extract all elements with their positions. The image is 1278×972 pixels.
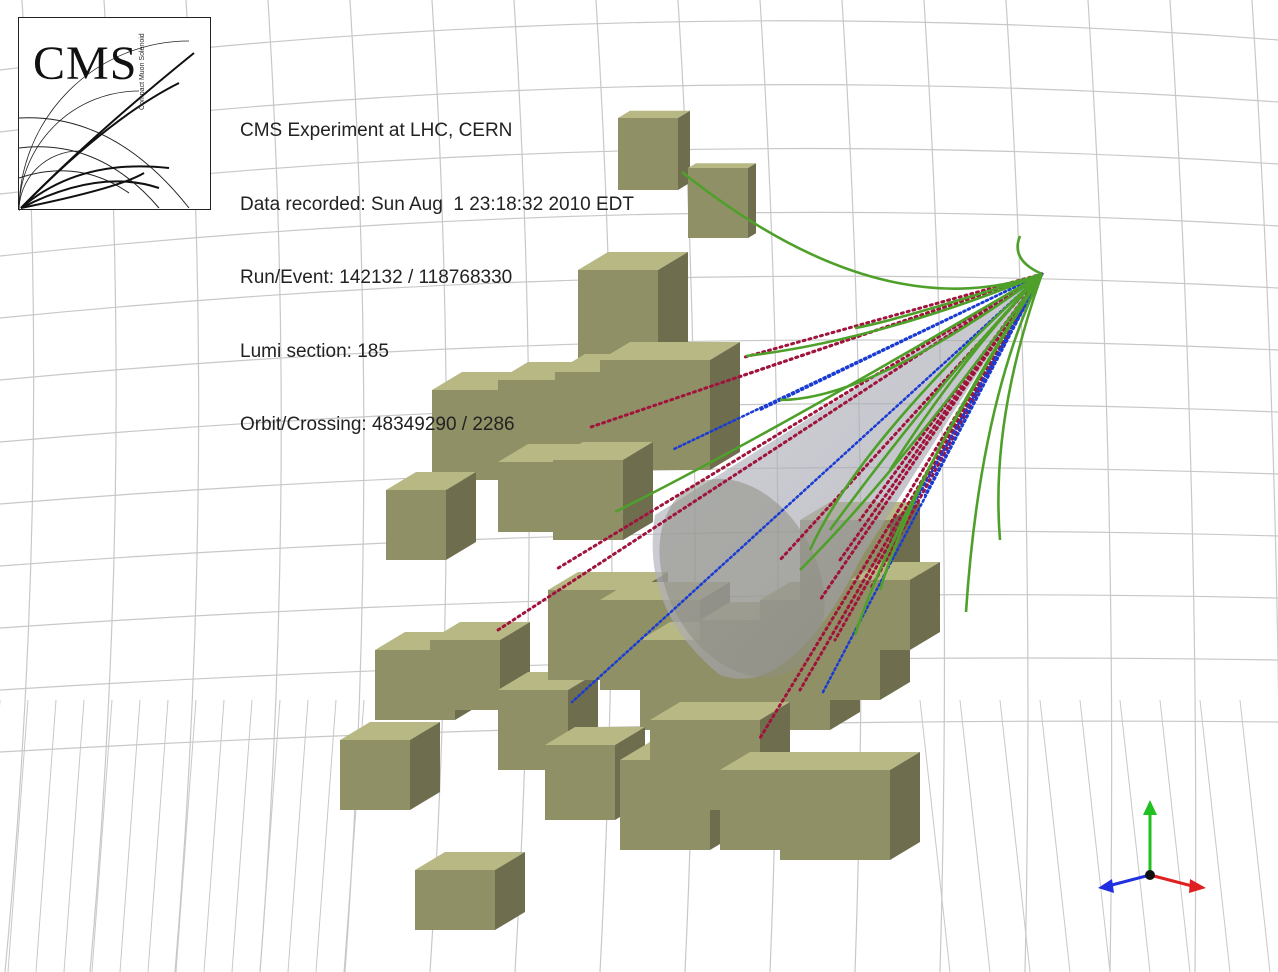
grid-line: [119, 699, 141, 972]
grid-line: [1087, 0, 1113, 972]
charged-track: [614, 272, 1043, 514]
charged-track: [854, 272, 1043, 330]
grid-line: [1119, 699, 1151, 972]
cms-logo-subtitle: Compact Muon Solenoid: [139, 33, 146, 110]
calorimeter-tower: [618, 110, 690, 190]
charged-track: [808, 273, 1043, 551]
run-event-label: Run/Event: 142132 / 118768330: [240, 267, 513, 288]
calorimeter-tower: [850, 562, 940, 650]
grid-line: [147, 699, 169, 972]
grid-line: [287, 699, 309, 972]
charged-track: [878, 273, 1044, 591]
grid-line: [91, 699, 113, 972]
calorimeter-tower: [578, 252, 688, 360]
grid-line: [1159, 699, 1191, 972]
grid-line: [1239, 699, 1271, 972]
calorimeter-tower: [780, 752, 920, 860]
charged-track: [799, 273, 1044, 571]
event-info: CMS Experiment at LHC, CERN Data recorde…: [240, 70, 634, 462]
grid-line: [959, 699, 991, 972]
grid-line: [1039, 699, 1071, 972]
jet-dotted-line: [570, 272, 1044, 704]
grid-line: [1199, 699, 1231, 972]
grid-line: [999, 699, 1031, 972]
data-recorded-label: Data recorded: Sun Aug 1 23:18:32 2010 E…: [240, 193, 634, 215]
cms-logo: CMS Compact Muon Solenoid: [18, 17, 211, 211]
jet-dotted-line: [923, 272, 1044, 497]
grid-line: [1005, 0, 1029, 972]
calorimeter-tower: [340, 722, 440, 810]
charged-track: [997, 273, 1044, 541]
grid-line: [259, 0, 282, 972]
jet-dotted-line: [553, 272, 1044, 572]
grid-line: [1079, 699, 1111, 972]
grid-line: [0, 530, 1278, 567]
grid-line: [259, 699, 281, 972]
grid-line: [344, 0, 365, 972]
jet-dotted-line: [743, 272, 1044, 359]
charged-track: [888, 273, 1043, 471]
grid-line: [7, 699, 29, 972]
cms-logo-text: CMS: [33, 37, 138, 90]
calorimeter-tower: [415, 852, 525, 930]
jet-dotted-lines: [496, 272, 1044, 740]
lumi-section-label: Lumi section: 185: [240, 340, 389, 362]
grid-line: [203, 699, 225, 972]
charged-track: [745, 272, 1043, 358]
grid-line: [1169, 0, 1197, 972]
grid-line: [175, 699, 197, 972]
jet-dotted-line: [758, 272, 1044, 412]
charged-track: [779, 272, 1043, 402]
grid-line: [63, 699, 85, 972]
jet-dotted-line: [838, 272, 1044, 562]
grid-line: [1251, 0, 1278, 697]
grid-line: [0, 720, 1278, 753]
experiment-label: CMS Experiment at LHC, CERN: [240, 120, 513, 141]
charged-track: [964, 273, 1044, 613]
orbit-crossing-label: Orbit/Crossing: 48349290 / 2286: [240, 414, 515, 435]
jet-cone: [652, 272, 1042, 679]
jet-dotted-line: [833, 272, 1044, 642]
grid-line: [231, 699, 253, 972]
grid-line: [0, 211, 1278, 257]
charged-track: [1016, 235, 1043, 276]
calorimeter-tower: [553, 442, 653, 540]
axis-gizmo: [1098, 800, 1206, 893]
jet-dotted-line: [818, 272, 1044, 602]
calorimeter-tower: [386, 472, 476, 560]
grid-line: [315, 699, 337, 972]
grid-line: [35, 699, 57, 972]
grid-line: [919, 699, 951, 972]
charged-track: [681, 170, 1043, 290]
jet-dotted-line: [496, 272, 1044, 632]
grid-line: [923, 0, 946, 972]
charged-tracks: [614, 170, 1044, 636]
